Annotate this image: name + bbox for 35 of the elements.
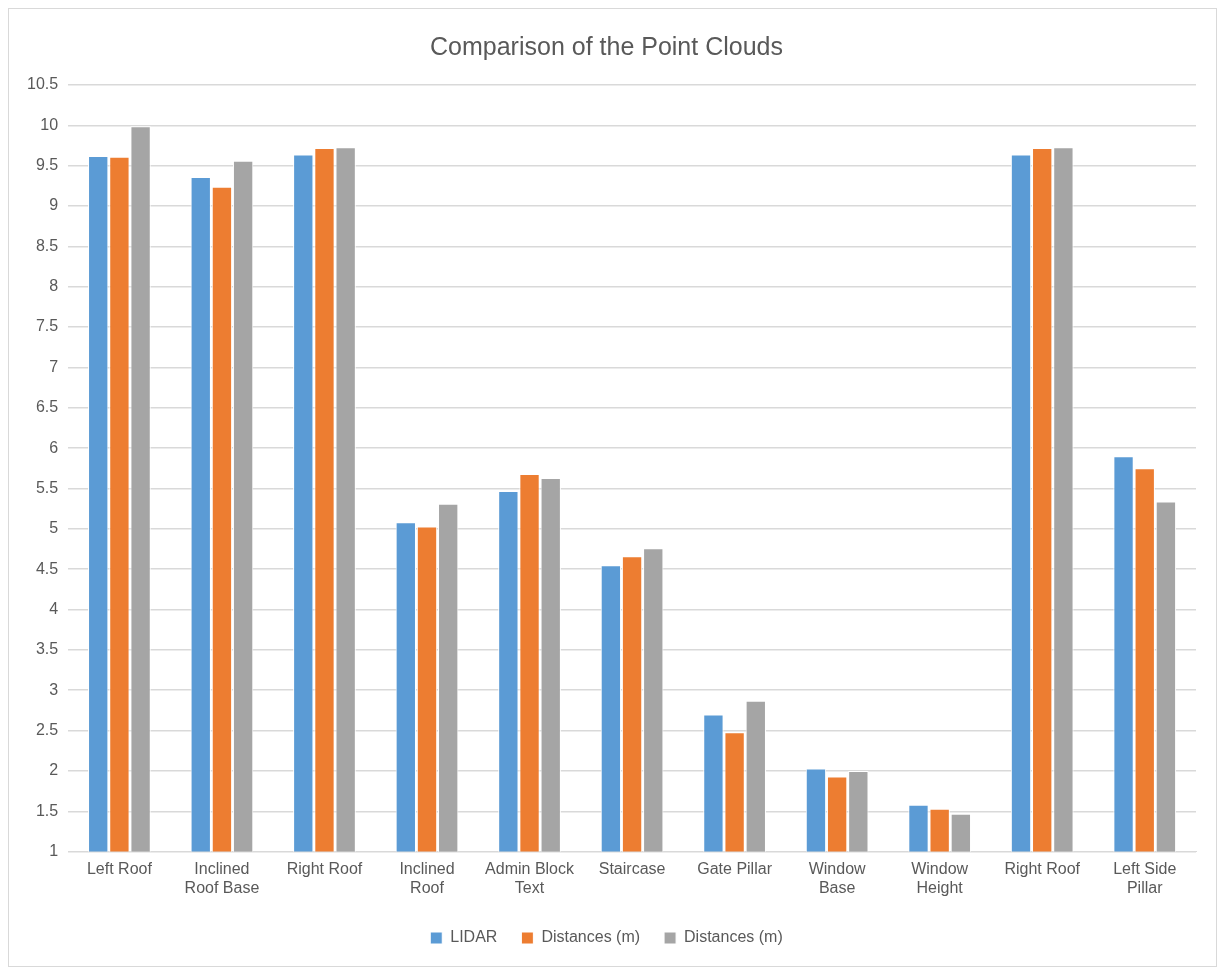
x-tick-label: Left Side Pillar — [1113, 859, 1177, 896]
x-tick-label: Window Height — [911, 859, 969, 896]
x-tick-label: Gate Pillar — [697, 859, 773, 877]
y-tick-label: 9.5 — [35, 156, 59, 174]
y-tick-label: 7.5 — [35, 317, 59, 335]
y-tick-label: 1 — [49, 842, 59, 860]
legend-label: Distances (m) — [541, 928, 641, 946]
y-tick-label: 7 — [49, 357, 59, 375]
y-tick-label: 6 — [49, 438, 59, 456]
y-tick-label: 8 — [49, 277, 59, 295]
x-tick-label: Staircase — [598, 859, 666, 877]
y-tick-label: 5 — [49, 519, 59, 537]
y-tick-label: 10.5 — [27, 75, 59, 93]
x-tick-label: Window Base — [808, 859, 867, 896]
y-tick-label: 3 — [49, 680, 59, 698]
y-tick-label: 5.5 — [35, 478, 59, 496]
x-tick-label: Right Roof — [286, 859, 363, 877]
x-tick-label: Left Roof — [86, 859, 153, 877]
y-tick-label: 1.5 — [35, 801, 59, 819]
legend-label: Distances (m) — [684, 928, 783, 946]
y-tick-label: 10 — [40, 115, 59, 133]
x-tick-label: Admin Block Text — [485, 859, 575, 896]
x-tick-label: Right Roof — [1004, 859, 1081, 877]
y-tick-label: 9 — [49, 196, 59, 214]
legend-label: LIDAR — [450, 928, 498, 946]
y-tick-label: 3.5 — [35, 640, 59, 658]
y-tick-label: 2.5 — [35, 720, 59, 738]
y-tick-label: 4.5 — [35, 559, 59, 577]
y-tick-label: 4 — [49, 599, 59, 617]
y-tick-label: 6.5 — [35, 398, 59, 416]
x-tick-label: Inclined Roof — [399, 859, 455, 896]
y-tick-label: 2 — [49, 761, 59, 779]
x-tick-label: Inclined Roof Base — [184, 859, 260, 896]
y-tick-label: 8.5 — [35, 236, 59, 254]
chart-title: Comparison of the Point Clouds — [430, 31, 783, 60]
